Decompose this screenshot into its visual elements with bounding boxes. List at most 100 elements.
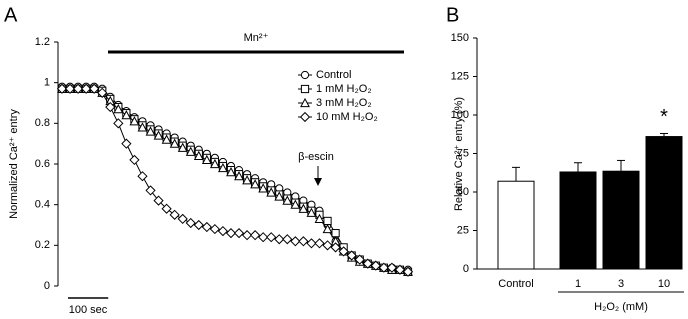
marker bbox=[153, 130, 164, 140]
legend-marker bbox=[299, 111, 311, 123]
marker bbox=[331, 229, 340, 238]
y-axis-label: Normalized Ca²⁺ entry bbox=[8, 109, 20, 219]
marker bbox=[250, 179, 261, 189]
marker bbox=[217, 162, 228, 173]
y-tick-label: 0.6 bbox=[35, 158, 50, 170]
marker bbox=[185, 217, 196, 229]
marker bbox=[201, 221, 212, 233]
marker bbox=[113, 103, 124, 114]
marker bbox=[282, 234, 293, 245]
marker bbox=[72, 83, 84, 94]
y-tick-label: 1 bbox=[44, 77, 50, 89]
marker bbox=[129, 116, 140, 126]
legend-label: 3 mM H₂O₂ bbox=[316, 97, 372, 109]
marker bbox=[233, 228, 245, 239]
marker bbox=[354, 254, 365, 265]
marker bbox=[201, 154, 212, 165]
marker bbox=[89, 83, 100, 94]
marker bbox=[177, 213, 188, 225]
marker bbox=[258, 232, 269, 243]
marker bbox=[386, 262, 398, 273]
panel-letter: B bbox=[446, 4, 459, 26]
y-tick-label: 150 bbox=[451, 32, 469, 44]
bar bbox=[602, 170, 640, 270]
marker bbox=[290, 199, 301, 209]
marker bbox=[217, 225, 229, 237]
y-tick-label: 100 bbox=[451, 109, 469, 121]
x-tick-label: 3 bbox=[618, 278, 624, 290]
annotation: Mn²⁺ bbox=[244, 32, 269, 44]
scale-bar-label: 100 sec bbox=[69, 304, 108, 316]
y-tick-label: 0.8 bbox=[35, 117, 50, 129]
marker bbox=[226, 166, 236, 177]
marker bbox=[330, 242, 341, 253]
marker bbox=[250, 230, 261, 241]
y-tick-label: 125 bbox=[451, 70, 469, 82]
marker bbox=[298, 203, 309, 213]
marker bbox=[322, 240, 333, 251]
marker bbox=[258, 183, 269, 193]
legend-marker bbox=[300, 84, 310, 94]
legend-marker bbox=[300, 70, 310, 80]
marker bbox=[81, 83, 92, 94]
y-tick-label: 0 bbox=[463, 263, 469, 275]
marker bbox=[64, 83, 76, 94]
marker bbox=[97, 87, 108, 98]
marker bbox=[290, 236, 301, 247]
marker bbox=[185, 146, 196, 156]
marker bbox=[338, 246, 349, 257]
marker bbox=[225, 228, 237, 239]
bar bbox=[645, 136, 683, 270]
marker bbox=[161, 134, 172, 144]
marker bbox=[145, 126, 156, 136]
legend-label: 10 mM H₂O₂ bbox=[316, 111, 378, 123]
marker bbox=[242, 175, 253, 185]
x-tick-label: 1 bbox=[575, 278, 581, 290]
legend-marker bbox=[300, 97, 310, 108]
marker bbox=[362, 258, 373, 269]
y-tick-label: 50 bbox=[457, 186, 469, 198]
marker bbox=[209, 158, 220, 169]
marker bbox=[145, 185, 156, 196]
marker bbox=[137, 171, 148, 182]
y-tick-label: 75 bbox=[457, 147, 469, 159]
legend-label: 1 mM H₂O₂ bbox=[316, 83, 372, 95]
marker bbox=[306, 238, 317, 249]
marker bbox=[314, 213, 325, 223]
y-axis-label: Relative Ca²⁺ entry (%) bbox=[453, 97, 465, 211]
marker bbox=[266, 232, 277, 243]
marker bbox=[161, 203, 172, 214]
group-label: H₂O₂ (mM) bbox=[594, 301, 648, 313]
marker bbox=[314, 238, 325, 249]
marker bbox=[56, 83, 68, 94]
y-tick-label: 25 bbox=[457, 224, 469, 236]
y-tick-label: 0 bbox=[44, 280, 50, 292]
marker bbox=[121, 110, 132, 120]
marker bbox=[177, 142, 188, 152]
marker bbox=[241, 230, 253, 241]
marker bbox=[298, 236, 309, 247]
marker bbox=[346, 250, 357, 261]
annotation: β-escin bbox=[298, 151, 334, 163]
marker bbox=[193, 219, 204, 231]
marker bbox=[234, 171, 244, 181]
marker bbox=[394, 264, 406, 275]
marker bbox=[169, 138, 180, 148]
marker bbox=[370, 260, 381, 271]
marker bbox=[266, 187, 277, 197]
marker bbox=[193, 150, 204, 160]
bar bbox=[559, 171, 597, 270]
marker bbox=[306, 207, 317, 217]
y-tick-label: 0.2 bbox=[35, 239, 50, 251]
y-tick-label: 0.4 bbox=[35, 199, 50, 211]
x-tick-label: 10 bbox=[658, 278, 670, 290]
marker bbox=[322, 223, 333, 234]
marker bbox=[137, 122, 148, 132]
marker bbox=[105, 101, 116, 113]
marker bbox=[209, 223, 220, 235]
panel-letter: A bbox=[4, 4, 18, 26]
marker bbox=[274, 191, 285, 201]
marker bbox=[402, 266, 414, 277]
bar bbox=[497, 180, 535, 270]
